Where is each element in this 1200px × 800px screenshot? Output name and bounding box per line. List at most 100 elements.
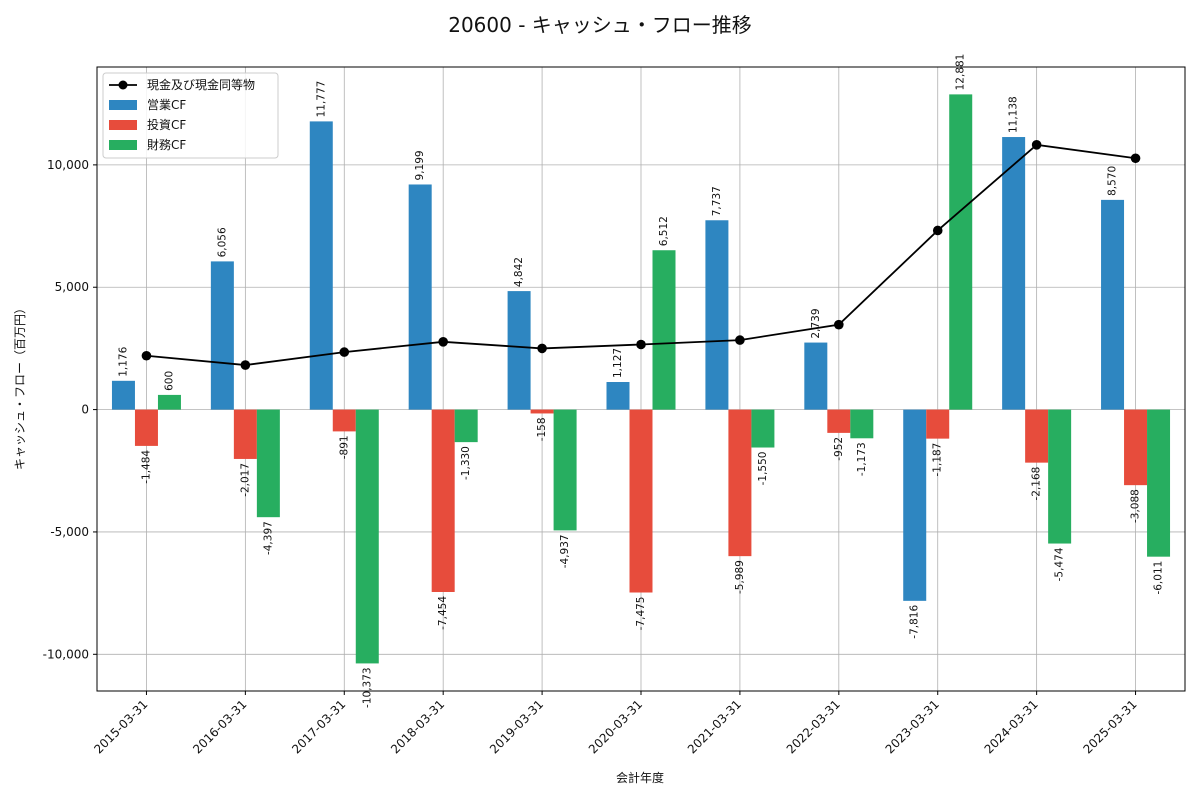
bar-投資CF-2015-03-31 bbox=[134, 409, 158, 446]
y-tick-label: -10,000 bbox=[43, 647, 89, 661]
x-tick-label: 2017-03-31 bbox=[289, 697, 348, 756]
bar-営業CF-2017-03-31 bbox=[309, 121, 333, 410]
line-point-2018-03-31 bbox=[438, 337, 448, 347]
legend-box bbox=[102, 72, 279, 159]
bar-財務CF-2023-03-31 bbox=[949, 94, 973, 410]
legend-swatch-marker bbox=[118, 80, 128, 90]
data-label-投資CF-2019-03-31: -158 bbox=[536, 417, 548, 441]
data-label-営業CF-2016-03-31: 6,056 bbox=[216, 227, 228, 257]
data-label-投資CF-2017-03-31: -891 bbox=[338, 435, 350, 459]
bar-投資CF-2018-03-31 bbox=[431, 409, 455, 592]
x-tick-label: 2022-03-31 bbox=[784, 697, 843, 756]
bar-投資CF-2023-03-31 bbox=[926, 409, 950, 439]
bar-営業CF-2015-03-31 bbox=[111, 380, 135, 410]
bar-営業CF-2022-03-31 bbox=[804, 342, 828, 410]
data-label-財務CF-2021-03-31: -1,550 bbox=[757, 452, 769, 486]
bar-投資CF-2021-03-31 bbox=[728, 409, 752, 557]
data-label-投資CF-2016-03-31: -2,017 bbox=[239, 463, 251, 497]
line-point-2024-03-31 bbox=[1031, 140, 1042, 150]
data-label-財務CF-2019-03-31: -4,937 bbox=[559, 534, 571, 568]
x-tick-label: 2025-03-31 bbox=[1080, 697, 1139, 756]
bars-group bbox=[111, 94, 1171, 664]
bar-投資CF-2020-03-31 bbox=[629, 409, 653, 593]
legend-swatch-財務CF bbox=[109, 140, 137, 150]
legend-swatch-営業CF bbox=[109, 100, 137, 110]
data-label-投資CF-2021-03-31: -5,989 bbox=[734, 560, 746, 594]
y-tick-label: 10,000 bbox=[47, 158, 89, 172]
legend-swatch-投資CF bbox=[109, 120, 137, 130]
y-tick-label: -5,000 bbox=[50, 525, 89, 539]
line-point-2016-03-31 bbox=[240, 360, 251, 370]
x-tick-label: 2015-03-31 bbox=[91, 697, 150, 756]
bar-財務CF-2017-03-31 bbox=[355, 409, 379, 664]
bar-営業CF-2019-03-31 bbox=[507, 291, 531, 410]
bar-営業CF-2020-03-31 bbox=[606, 382, 630, 410]
data-label-営業CF-2018-03-31: 9,199 bbox=[414, 150, 426, 180]
legend-label-現金及び現金同等物: 現金及び現金同等物 bbox=[147, 77, 255, 92]
data-label-営業CF-2023-03-31: -7,816 bbox=[909, 605, 921, 639]
data-label-営業CF-2019-03-31: 4,842 bbox=[513, 257, 525, 287]
bar-財務CF-2021-03-31 bbox=[751, 409, 775, 448]
bar-投資CF-2016-03-31 bbox=[233, 409, 257, 459]
bar-財務CF-2015-03-31 bbox=[157, 394, 181, 410]
data-label-財務CF-2016-03-31: -4,397 bbox=[262, 521, 274, 555]
data-label-投資CF-2024-03-31: -2,168 bbox=[1031, 467, 1043, 501]
data-labels-group: 1,176 6,056 11,777 9,199 4,842 1,127 7,737 2,73… bbox=[117, 54, 1164, 708]
data-label-財務CF-2018-03-31: -1,330 bbox=[460, 446, 472, 480]
legend-label-投資CF: 投資CF bbox=[147, 117, 186, 132]
bar-営業CF-2021-03-31 bbox=[705, 220, 729, 410]
data-label-財務CF-2023-03-31: 12,881 bbox=[955, 54, 967, 91]
x-tick-label: 2023-03-31 bbox=[883, 697, 942, 756]
y-axis-ticks: -10,000 -5,000 0 5,000 10,000 bbox=[43, 158, 97, 661]
bar-営業CF-2016-03-31 bbox=[210, 261, 234, 410]
data-label-財務CF-2020-03-31: 6,512 bbox=[658, 216, 670, 246]
chart-title: 20600 - キャッシュ・フロー推移 bbox=[448, 13, 752, 37]
data-label-営業CF-2020-03-31: 1,127 bbox=[612, 348, 624, 378]
line-point-2025-03-31 bbox=[1130, 153, 1141, 164]
x-tick-label: 2018-03-31 bbox=[388, 697, 447, 756]
bar-財務CF-2024-03-31 bbox=[1048, 409, 1072, 544]
bar-投資CF-2017-03-31 bbox=[332, 409, 356, 432]
line-point-2015-03-31 bbox=[141, 350, 152, 361]
data-label-営業CF-2022-03-31: 2,739 bbox=[810, 309, 822, 339]
line-point-2023-03-31 bbox=[932, 225, 943, 236]
data-label-財務CF-2017-03-31: -10,373 bbox=[361, 667, 373, 708]
legend-label-営業CF: 営業CF bbox=[147, 98, 186, 112]
data-label-投資CF-2018-03-31: -7,454 bbox=[437, 596, 449, 630]
line-point-2019-03-31 bbox=[537, 343, 547, 354]
bar-投資CF-2019-03-31 bbox=[530, 409, 554, 414]
bar-営業CF-2024-03-31 bbox=[1002, 137, 1026, 410]
data-label-財務CF-2015-03-31: 600 bbox=[163, 371, 175, 391]
data-label-営業CF-2021-03-31: 7,737 bbox=[711, 186, 723, 216]
line-point-2020-03-31 bbox=[636, 339, 646, 350]
line-point-2017-03-31 bbox=[339, 347, 350, 357]
bar-営業CF-2018-03-31 bbox=[408, 184, 432, 410]
bar-営業CF-2023-03-31 bbox=[903, 409, 927, 601]
line-point-2022-03-31 bbox=[834, 319, 844, 330]
x-axis-label: 会計年度 bbox=[616, 770, 664, 785]
data-label-営業CF-2015-03-31: 1,176 bbox=[117, 346, 129, 376]
bar-投資CF-2025-03-31 bbox=[1124, 409, 1148, 486]
bar-財務CF-2025-03-31 bbox=[1147, 409, 1171, 557]
line-series-group bbox=[141, 140, 1141, 370]
data-label-財務CF-2025-03-31: -6,011 bbox=[1153, 561, 1165, 595]
x-tick-label: 2020-03-31 bbox=[586, 697, 645, 756]
y-tick-label: 0 bbox=[81, 403, 89, 417]
x-tick-label: 2024-03-31 bbox=[982, 697, 1041, 756]
bar-財務CF-2016-03-31 bbox=[256, 409, 280, 518]
bar-投資CF-2024-03-31 bbox=[1025, 409, 1049, 463]
x-tick-label: 2019-03-31 bbox=[487, 697, 546, 756]
data-label-投資CF-2015-03-31: -1,484 bbox=[140, 450, 152, 484]
data-label-投資CF-2025-03-31: -3,088 bbox=[1130, 489, 1142, 523]
data-label-財務CF-2024-03-31: -5,474 bbox=[1054, 547, 1066, 581]
x-axis-ticks: 2015-03-31 2016-03-31 2017-03-31 2018-03-31… bbox=[91, 691, 1140, 756]
data-label-財務CF-2022-03-31: -1,173 bbox=[856, 442, 868, 476]
line-point-2021-03-31 bbox=[735, 335, 745, 345]
data-label-営業CF-2024-03-31: 11,138 bbox=[1008, 96, 1020, 133]
data-label-営業CF-2025-03-31: 8,570 bbox=[1107, 166, 1119, 196]
y-tick-label: 5,000 bbox=[55, 280, 89, 294]
bar-営業CF-2025-03-31 bbox=[1101, 199, 1125, 410]
